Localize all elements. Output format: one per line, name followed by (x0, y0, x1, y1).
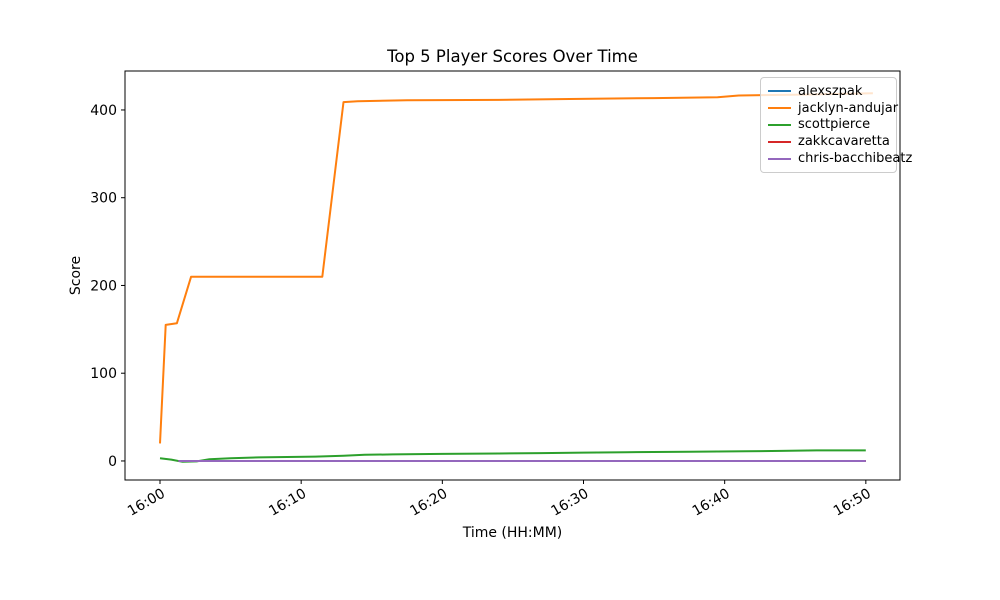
legend-item-alexszpak: alexszpak (768, 83, 889, 100)
x-tick-label: 16:40 (690, 486, 733, 520)
x-tick-label: 16:10 (266, 486, 309, 520)
axes-frame (124, 70, 901, 481)
x-tick-label: 16:00 (125, 486, 168, 520)
y-tick-label: 300 (90, 191, 117, 207)
y-axis-label: Score (68, 256, 84, 295)
legend-line-swatch (768, 123, 791, 126)
chart-title: Top 5 Player Scores Over Time (386, 47, 638, 66)
x-axis-label: Time (HH:MM) (462, 525, 563, 541)
y-tick-label: 0 (108, 454, 117, 470)
legend-label: alexszpak (798, 83, 863, 99)
x-tick-label: 16:30 (549, 486, 592, 520)
x-tick-label: 16:50 (831, 486, 874, 520)
series-layer (159, 92, 873, 463)
legend-item-jacklyn-andujar: jacklyn-andujar (768, 100, 898, 117)
y-tick-label: 400 (90, 103, 117, 119)
y-tick-label: 100 (90, 366, 117, 382)
legend-item-zakkcavaretta: zakkcavaretta (768, 133, 890, 150)
legend-item-scottpierce: scottpierce (768, 117, 889, 134)
legend-line-swatch (768, 107, 791, 110)
legend-item-chris-bacchibeatz: chris-bacchibeatz (768, 150, 912, 167)
legend-label: zakkcavaretta (798, 134, 890, 150)
legend-label: chris-bacchibeatz (798, 151, 913, 167)
legend: alexszpak jacklyn-andujar scottpierce zakkc… (760, 77, 912, 173)
legend-line-swatch (768, 157, 791, 160)
ticks-layer: 16:00 16:10 16:20 16:30 16:40 16:50 0 100 200 300… (90, 103, 874, 520)
y-tick-label: 200 (90, 278, 117, 294)
legend-label: jacklyn-andujar (798, 100, 899, 116)
legend-line-swatch (768, 140, 791, 143)
series-line-jacklyn-andujar (159, 92, 873, 444)
legend-line-swatch (768, 90, 791, 93)
legend-label: scottpierce (798, 117, 871, 133)
x-tick-label: 16:20 (407, 486, 450, 520)
